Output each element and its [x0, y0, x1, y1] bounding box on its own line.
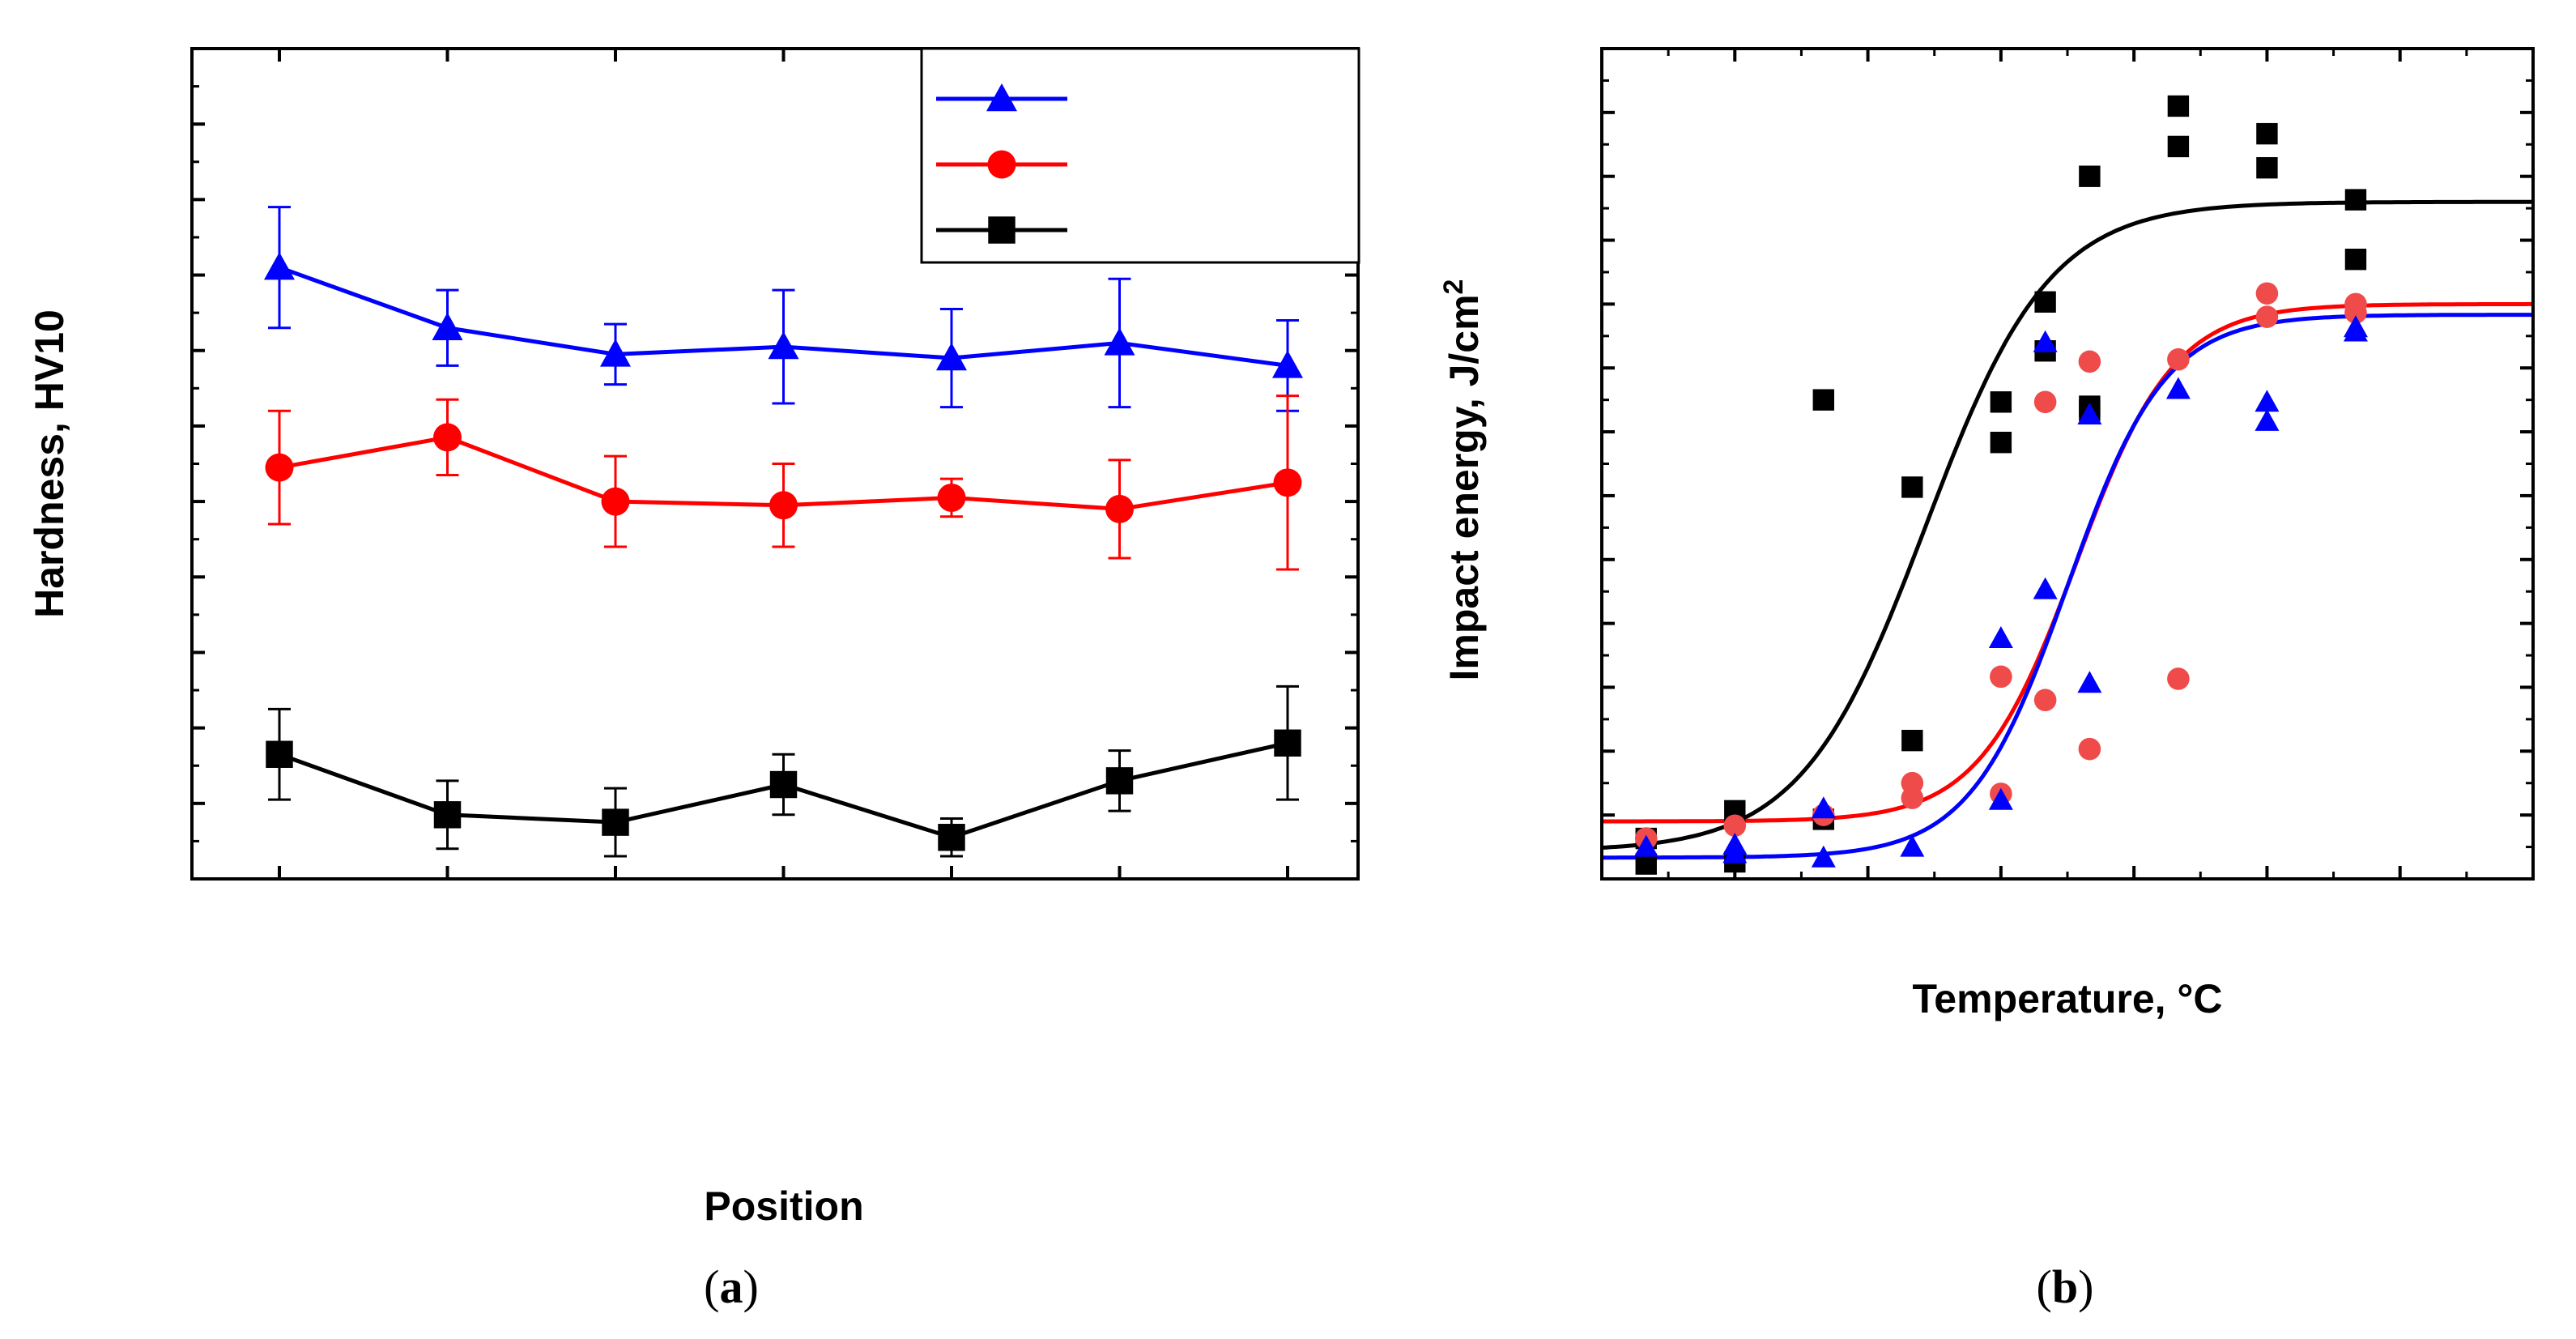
panel-label-a: (a): [704, 1260, 759, 1313]
fit-curve-square: [1602, 199, 2533, 850]
panel-b-letter: b: [2052, 1260, 2078, 1313]
data-point: [1988, 787, 2013, 810]
panel-b-close-paren: ): [2078, 1260, 2093, 1313]
data-point: [2344, 248, 2367, 271]
legend-marker: [986, 83, 1017, 112]
data-point: [1988, 626, 2013, 649]
data-point: [1104, 327, 1135, 356]
panel-a-close-paren: ): [743, 1260, 759, 1313]
data-point: [1633, 834, 1658, 857]
data-point: [433, 801, 462, 829]
data-point: [2034, 291, 2056, 313]
impact-axes: [1600, 47, 2535, 881]
data-point: [2167, 135, 2190, 158]
data-point: [2077, 671, 2102, 693]
points-circle: [1634, 282, 2367, 850]
panel-label-b: (b): [2037, 1260, 2094, 1313]
data-point: [2255, 390, 2280, 412]
data-point: [1900, 834, 1925, 857]
impact-y-axis-label-text: Impact energy, J/cm: [1441, 294, 1487, 680]
data-point: [265, 453, 294, 482]
series-circle: [265, 394, 1302, 571]
data-point: [2078, 350, 2101, 373]
data-point: [937, 483, 966, 512]
data-point: [1723, 814, 1747, 838]
series-triangle: [264, 206, 1303, 412]
data-point: [1990, 432, 2012, 454]
data-point: [1990, 665, 2012, 689]
impact-fit-curves: [1602, 199, 2533, 860]
data-point: [2343, 319, 2368, 342]
data-point: [1811, 845, 1836, 868]
data-point: [1272, 350, 1303, 378]
data-point: [1990, 391, 2012, 413]
data-point: [2078, 737, 2101, 761]
impact-data-points: [1633, 95, 2368, 875]
data-point: [936, 343, 967, 371]
impact-energy-chart: Temperature, °C Impact energy, J/cm2 (b): [1438, 47, 2535, 1313]
data-point: [432, 312, 463, 340]
data-point: [2255, 282, 2279, 305]
hardness-chart: Position Hardness, HV10 (a): [27, 47, 1360, 1313]
data-point: [2344, 301, 2367, 324]
series-square: [266, 684, 1301, 858]
data-point: [1105, 767, 1134, 795]
data-point: [938, 824, 965, 851]
data-point: [264, 252, 295, 280]
panel-a-open-paren: (: [704, 1260, 719, 1313]
panel-a-letter: a: [720, 1260, 743, 1313]
data-point: [600, 339, 631, 367]
data-point: [601, 487, 630, 516]
fit-curve-triangle: [1602, 313, 2533, 860]
data-point: [2079, 165, 2101, 187]
data-point: [1901, 476, 1923, 498]
fit-curve-circle: [1602, 301, 2533, 824]
hardness-legend: [920, 47, 1360, 264]
data-point: [1811, 796, 1836, 819]
points-triangle: [1633, 315, 2368, 868]
data-point: [2077, 403, 2102, 425]
data-point: [2167, 667, 2190, 690]
hardness-plot-frame: [190, 47, 1360, 881]
hardness-y-axis-label: Hardness, HV10: [27, 309, 72, 618]
data-point: [768, 331, 799, 360]
data-point: [1105, 494, 1134, 523]
impact-plot-frame: [1600, 47, 2535, 881]
data-point: [2167, 348, 2190, 371]
data-point: [1812, 389, 1835, 411]
data-point: [1273, 468, 1302, 497]
impact-y-axis-label-superscript: 2: [1438, 279, 1469, 295]
data-point: [2165, 377, 2191, 399]
data-point: [1274, 729, 1301, 757]
hardness-series: [264, 206, 1303, 858]
data-point: [2033, 330, 2058, 352]
points-square: [1635, 95, 2367, 875]
impact-x-axis-label: Temperature, °C: [1912, 976, 2222, 1021]
legend-marker: [988, 216, 1015, 244]
data-point: [2255, 408, 2280, 431]
data-point: [1635, 853, 1657, 875]
data-point: [2033, 689, 2057, 712]
data-point: [2344, 189, 2367, 211]
impact-y-axis-label: Impact energy, J/cm2: [1438, 279, 1487, 681]
data-point: [602, 808, 629, 836]
panel-b-open-paren: (: [2037, 1260, 2052, 1313]
data-point: [266, 740, 293, 768]
data-point: [1901, 729, 1923, 752]
data-point: [2255, 305, 2279, 328]
data-point: [2256, 122, 2278, 145]
hardness-x-axis-label: Position: [704, 1183, 863, 1229]
data-point: [433, 423, 462, 452]
data-point: [2033, 577, 2058, 599]
data-point: [1901, 787, 1924, 809]
data-point: [769, 770, 798, 799]
legend-marker: [987, 150, 1016, 179]
data-point: [1722, 841, 1748, 864]
data-point: [2256, 156, 2278, 179]
data-point: [2033, 390, 2057, 414]
data-point: [2167, 95, 2190, 117]
data-point: [769, 491, 798, 520]
